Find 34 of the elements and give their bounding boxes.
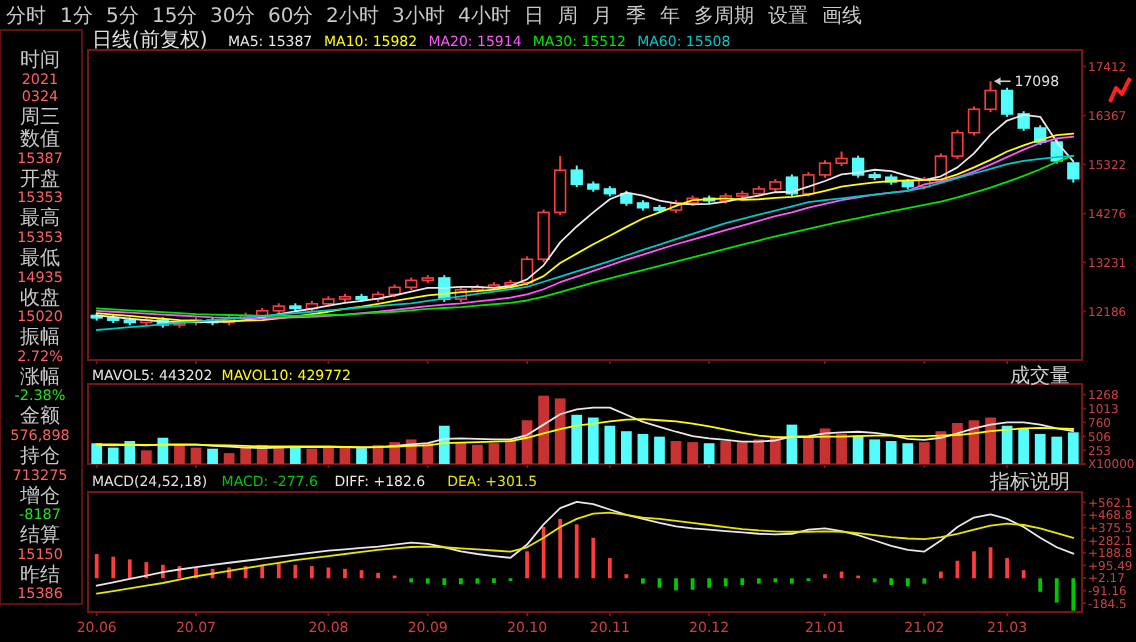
- annotation: 成交量: [1010, 364, 1070, 388]
- text: 最高: [20, 206, 60, 231]
- text: 振幅: [20, 325, 60, 350]
- text: 15分: [152, 4, 198, 28]
- text: 周三: [20, 107, 60, 130]
- text: 2小时: [326, 4, 379, 28]
- text: 金额: [20, 404, 60, 429]
- text: 持仓: [20, 444, 60, 468]
- text: 月: [592, 6, 612, 28]
- text: 画线: [822, 4, 862, 28]
- text: 涨幅: [20, 364, 60, 389]
- text: 1分: [60, 4, 93, 28]
- text: 最低: [20, 248, 60, 270]
- text: 收盘: [20, 285, 60, 310]
- text: 年: [660, 4, 680, 28]
- text: 日: [524, 6, 544, 28]
- text: 昨结: [20, 562, 60, 587]
- text: 数值: [20, 129, 60, 152]
- text: 时间: [20, 48, 60, 72]
- text: 设置: [768, 4, 808, 28]
- chart-title: 日线(前复权): [92, 28, 208, 52]
- text: 5分: [106, 4, 139, 28]
- text: 结算: [20, 523, 60, 548]
- text: 4小时: [458, 4, 511, 28]
- text: 60分: [268, 4, 314, 28]
- text: 季: [626, 4, 646, 28]
- text: 指标说明: [988, 470, 1070, 494]
- text: 增仓: [18, 483, 60, 508]
- text: 开盘: [20, 166, 60, 191]
- text: 30分: [210, 4, 256, 28]
- text: 3小时: [392, 4, 445, 28]
- text: 分时: [6, 4, 46, 28]
- text: 多周期: [694, 4, 754, 28]
- text: 周: [558, 6, 578, 28]
